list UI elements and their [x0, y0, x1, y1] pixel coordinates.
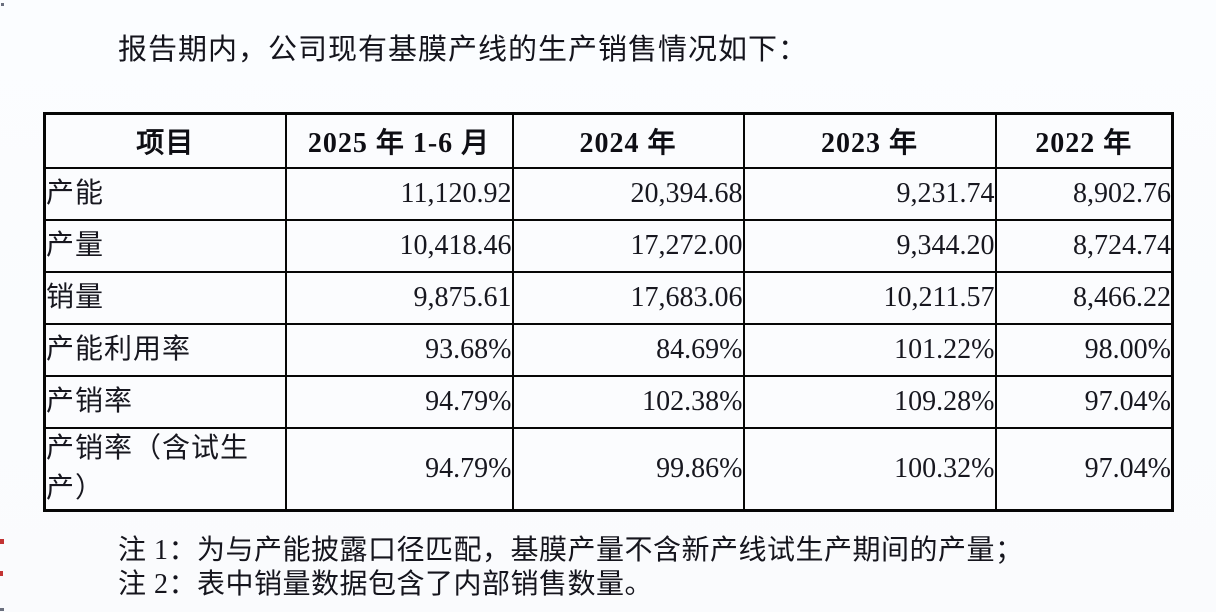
row-label: 产能利用率 [43, 323, 287, 377]
scan-artifact [0, 608, 4, 611]
data-cell: 98.00% [994, 323, 1174, 377]
note-2: 注 2：表中销量数据包含了内部销售数量。 [118, 569, 654, 600]
table-row-capacity: 产能 11,120.92 20,394.68 9,231.74 8,902.76 [43, 167, 1174, 221]
data-cell: 9,231.74 [742, 167, 997, 221]
data-cell: 9,875.61 [284, 271, 514, 325]
row-label: 产量 [43, 219, 287, 273]
data-cell: 84.69% [511, 323, 745, 377]
data-cell: 8,902.76 [994, 167, 1174, 221]
table-row-output: 产量 10,418.46 17,272.00 9,344.20 8,724.74 [43, 219, 1174, 273]
data-cell: 94.79% [284, 427, 514, 512]
row-label: 产销率 [43, 375, 287, 429]
row-label: 销量 [43, 271, 287, 325]
column-header-2022: 2022 年 [994, 112, 1174, 169]
data-cell: 17,272.00 [511, 219, 745, 273]
scan-artifact [0, 571, 3, 576]
scan-artifact [1, 3, 4, 6]
data-cell: 94.79% [284, 375, 514, 429]
scan-artifact [0, 539, 4, 544]
data-cell: 17,683.06 [511, 271, 745, 325]
data-cell: 102.38% [511, 375, 745, 429]
column-header-2023: 2023 年 [742, 112, 997, 169]
data-cell: 8,724.74 [994, 219, 1174, 273]
row-label: 产销率（含试生产） [43, 427, 287, 512]
column-header-2025h1: 2025 年 1-6 月 [284, 112, 514, 169]
table-row-sales-volume: 销量 9,875.61 17,683.06 10,211.57 8,466.22 [43, 271, 1174, 325]
data-cell: 100.32% [742, 427, 997, 512]
data-cell: 10,418.46 [284, 219, 514, 273]
data-cell: 20,394.68 [511, 167, 745, 221]
section-title: 报告期内，公司现有基膜产线的生产销售情况如下： [118, 34, 809, 66]
data-cell: 97.04% [994, 375, 1174, 429]
column-header-item: 项目 [43, 112, 287, 169]
data-cell: 8,466.22 [994, 271, 1174, 325]
data-cell: 97.04% [994, 427, 1174, 512]
row-label: 产能 [43, 167, 287, 221]
table-row-capacity-utilization: 产能利用率 93.68% 84.69% 101.22% 98.00% [43, 323, 1174, 377]
note-1: 注 1：为与产能披露口径匹配，基膜产量不含新产线试生产期间的产量； [118, 535, 1024, 566]
data-cell: 11,120.92 [284, 167, 514, 221]
data-cell: 10,211.57 [742, 271, 997, 325]
column-header-2024: 2024 年 [511, 112, 745, 169]
data-cell: 101.22% [742, 323, 997, 377]
header-row: 项目 2025 年 1-6 月 2024 年 2023 年 2022 年 [43, 112, 1174, 169]
table-row-sales-to-output-ratio: 产销率 94.79% 102.38% 109.28% 97.04% [43, 375, 1174, 429]
data-cell: 93.68% [284, 323, 514, 377]
production-sales-table: 项目 2025 年 1-6 月 2024 年 2023 年 2022 年 产能 … [43, 112, 1174, 512]
data-cell: 109.28% [742, 375, 997, 429]
table-row-sales-to-output-ratio-incl-trial: 产销率（含试生产） 94.79% 99.86% 100.32% 97.04% [43, 427, 1174, 512]
data-cell: 99.86% [511, 427, 745, 512]
data-cell: 9,344.20 [742, 219, 997, 273]
